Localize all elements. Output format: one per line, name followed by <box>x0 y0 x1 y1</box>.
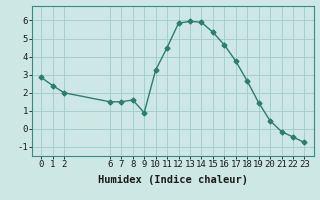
X-axis label: Humidex (Indice chaleur): Humidex (Indice chaleur) <box>98 175 248 185</box>
